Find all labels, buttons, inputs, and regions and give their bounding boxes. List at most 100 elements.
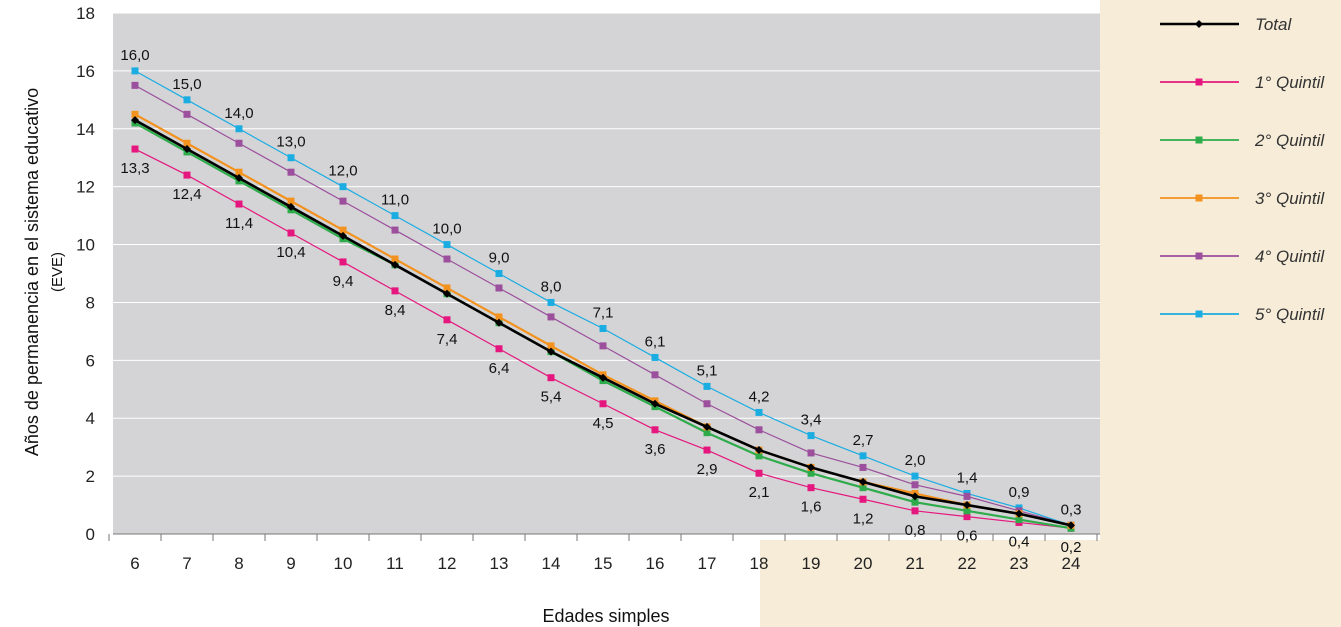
x-tick-label: 22: [958, 554, 977, 573]
data-label: 1,4: [957, 469, 978, 486]
data-point: [1015, 509, 1023, 518]
y-tick-label: 12: [76, 178, 95, 197]
data-point: [703, 429, 711, 437]
data-point: [651, 371, 659, 379]
data-point: [443, 241, 451, 249]
data-label: 0,4: [1009, 533, 1030, 550]
data-point: [651, 399, 659, 408]
data-label: 8,0: [541, 278, 562, 295]
data-label: 0,2: [1061, 539, 1082, 556]
legend-item: 2° Quintil: [1160, 131, 1325, 150]
y-axis-title-unit: (EVE): [49, 252, 66, 292]
legend-marker: [1195, 252, 1203, 260]
x-tick-label: 9: [286, 554, 295, 573]
gridlines: [113, 12, 1100, 477]
legend-item: 3° Quintil: [1160, 189, 1325, 208]
data-point: [911, 472, 919, 480]
data-point: [495, 345, 503, 353]
data-point: [287, 197, 295, 205]
data-point: [287, 229, 295, 237]
data-label: 2,1: [749, 484, 770, 501]
x-tick-label: 7: [182, 554, 191, 573]
data-point: [547, 347, 555, 356]
data-label: 10,0: [432, 221, 461, 238]
data-label: 5,4: [541, 389, 562, 406]
data-label: 9,4: [333, 273, 354, 290]
data-point: [495, 318, 503, 327]
x-tick-label: 15: [594, 554, 613, 573]
y-tick-label: 2: [86, 467, 95, 486]
data-label: 2,7: [853, 432, 874, 449]
data-point: [703, 400, 711, 408]
data-point: [807, 463, 815, 472]
legend: Total 1° Quintil 2° Quintil 3° Quintil 4° Qu…: [1160, 15, 1325, 324]
legend-item: 1° Quintil: [1160, 73, 1325, 92]
data-point: [755, 426, 763, 434]
data-label: 2,9: [697, 461, 718, 478]
data-label: 0,8: [905, 522, 926, 539]
data-label: 12,0: [328, 163, 357, 180]
data-point: [391, 287, 399, 295]
data-label: 11,4: [225, 215, 253, 232]
data-point: [911, 492, 919, 501]
series-group: [131, 67, 1075, 532]
legend-item: Total: [1160, 15, 1292, 34]
data-point: [391, 255, 399, 263]
legend-label: 2° Quintil: [1254, 131, 1325, 150]
data-label: 16,0: [120, 47, 149, 64]
x-tick-label: 16: [646, 554, 665, 573]
data-point: [859, 477, 867, 486]
data-point: [443, 289, 451, 298]
data-point: [131, 116, 139, 125]
x-tick-label: 10: [334, 554, 353, 573]
data-point: [131, 145, 139, 153]
data-label: 9,0: [489, 250, 510, 267]
data-label: 13,3: [120, 160, 149, 177]
legend-marker: [1195, 310, 1203, 318]
data-point: [391, 260, 399, 269]
data-point: [599, 400, 607, 408]
data-point: [859, 463, 867, 471]
data-point: [1015, 516, 1023, 524]
data-point: [235, 139, 243, 147]
data-label: 0,3: [1061, 501, 1082, 518]
data-point: [755, 408, 763, 416]
data-point: [755, 469, 763, 477]
data-point: [183, 171, 191, 179]
data-label: 0,9: [1009, 484, 1030, 501]
x-tick-label: 19: [802, 554, 821, 573]
data-label: 3,6: [645, 441, 666, 458]
x-tick-label: 18: [750, 554, 769, 573]
data-point: [287, 168, 295, 176]
data-point: [963, 492, 971, 500]
data-label: 5,1: [697, 362, 718, 379]
data-point: [339, 183, 347, 191]
data-label: 1,6: [801, 499, 822, 516]
legend-marker: [1195, 194, 1203, 202]
data-point: [963, 513, 971, 521]
legend-label: 3° Quintil: [1255, 189, 1325, 208]
data-point: [547, 298, 555, 306]
data-label: 2,0: [905, 452, 926, 469]
data-label: 11,0: [381, 192, 409, 209]
data-point: [495, 270, 503, 277]
x-axis-title: Edades simples: [542, 606, 669, 626]
y-tick-label: 16: [76, 62, 95, 81]
data-point: [131, 110, 139, 118]
data-point: [963, 507, 971, 515]
data-point: [651, 353, 659, 361]
data-point: [339, 231, 347, 240]
data-point: [131, 81, 139, 89]
data-point: [235, 173, 243, 182]
legend-label: Total: [1255, 15, 1292, 34]
data-point: [755, 446, 763, 455]
data-point: [547, 313, 555, 321]
data-point: [703, 422, 711, 431]
legend-marker: [1195, 136, 1203, 144]
data-point: [911, 481, 919, 489]
data-point: [599, 342, 607, 350]
data-point: [339, 226, 347, 234]
data-point: [495, 313, 503, 321]
x-tick-label: 14: [542, 554, 561, 573]
data-label: 6,4: [489, 360, 510, 377]
